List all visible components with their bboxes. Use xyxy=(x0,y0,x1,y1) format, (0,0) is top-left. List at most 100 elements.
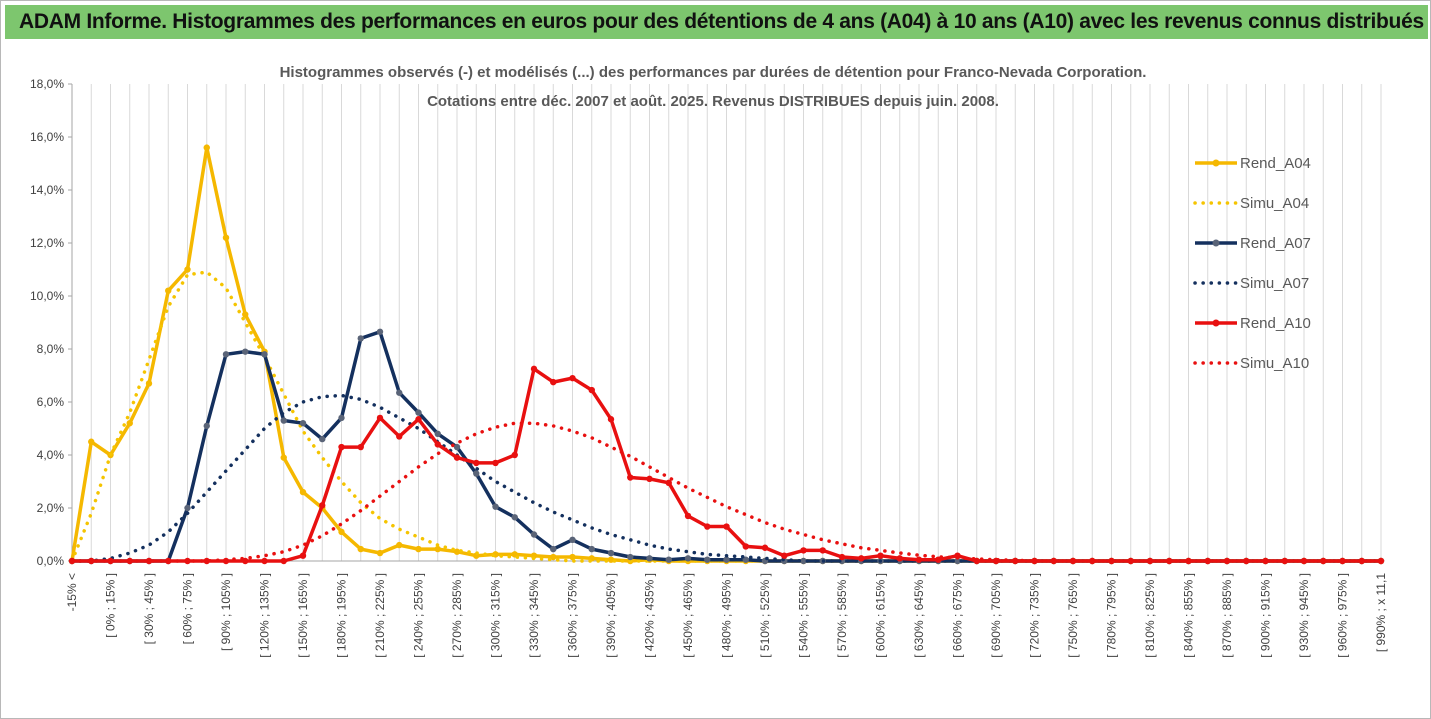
x-tick-label: [ 540% ; 555% ] xyxy=(797,573,811,658)
rend-a10-point xyxy=(915,556,923,563)
x-axis-ticks: -15% < [ 0% ; 15% ] [ 30% ; 45% ] [ 60% ; 7… xyxy=(65,573,1388,658)
y-tick-label: 18,0% xyxy=(30,77,64,91)
rend-a07-point xyxy=(550,545,557,553)
x-tick-label: -15% < xyxy=(65,573,79,611)
rend-a07-point xyxy=(396,389,403,396)
x-tick-label: [ 570% ; 585% ] xyxy=(835,573,849,658)
x-tick-label: [ 420% ; 435% ] xyxy=(643,573,657,658)
x-tick-label: [ 870% ; 885% ] xyxy=(1220,573,1234,658)
legend-label-simu-a04: Simu_A04 xyxy=(1240,195,1309,212)
rend-a07-point xyxy=(646,555,653,562)
rend-a07-point xyxy=(222,351,230,358)
y-tick-label: 8,0% xyxy=(37,342,65,356)
rend-a07-point xyxy=(338,414,345,422)
rend-a10-point xyxy=(761,544,769,551)
rend-a10-point xyxy=(742,543,749,550)
x-tick-label: [ 390% ; 405% ] xyxy=(604,573,618,658)
rend-a10-point xyxy=(357,443,364,451)
rend-a10-point xyxy=(530,365,538,373)
rend-a04-point xyxy=(242,311,249,318)
rend-a10-point xyxy=(665,479,672,487)
x-tick-label: [ 840% ; 855% ] xyxy=(1182,573,1196,658)
rend-a10-point xyxy=(145,557,153,565)
rend-a10-point xyxy=(511,451,518,459)
legend-label-rend-a07: Rend_A07 xyxy=(1240,235,1311,252)
rend-a07-point xyxy=(607,549,615,557)
rend-a10-point xyxy=(858,555,865,562)
x-tick-label: [ 330% ; 345% ] xyxy=(527,573,541,658)
y-tick-label: 10,0% xyxy=(30,289,64,303)
rend-a07-point xyxy=(627,553,634,561)
rend-a07-point xyxy=(511,514,518,521)
rend-a10-point xyxy=(838,553,846,561)
rend-a07-point xyxy=(453,443,461,451)
x-tick-label: [ 90% ; 105% ] xyxy=(219,573,233,651)
legend-label-rend-a10: Rend_A10 xyxy=(1240,315,1311,332)
x-tick-label: [ 450% ; 465% ] xyxy=(681,573,695,658)
rend-a10-point xyxy=(935,556,942,563)
x-tick-label: [ 630% ; 645% ] xyxy=(912,573,926,658)
rend-a10-point xyxy=(1243,557,1250,565)
rend-a10-point xyxy=(434,441,441,448)
series-group xyxy=(68,144,1385,565)
rend-a07-point xyxy=(742,556,749,563)
x-tick-label: [ 60% ; 75% ] xyxy=(181,573,195,644)
header-bar: ADAM Informe. Histogrammes des performan… xyxy=(5,5,1428,39)
rend-a04-point xyxy=(299,488,307,496)
rend-a07-point xyxy=(704,556,711,563)
rend-a10-point xyxy=(704,523,711,530)
x-tick-label: [ 690% ; 705% ] xyxy=(989,573,1003,658)
rend-a10-point xyxy=(299,552,307,559)
rend-a07-point xyxy=(319,435,326,443)
rend-a07-point xyxy=(723,556,730,563)
rend-a07-point xyxy=(280,417,287,424)
rend-a07-point xyxy=(184,504,191,512)
x-tick-label: [ 180% ; 195% ] xyxy=(335,573,349,658)
rend-a10-point xyxy=(800,547,807,554)
x-tick-label: [ 600% ; 615% ] xyxy=(874,573,888,658)
rend-a04-point xyxy=(126,420,133,427)
rend-a10-point xyxy=(203,557,210,565)
rend-a10-point xyxy=(588,386,595,394)
rend-a10-point xyxy=(896,555,903,562)
rend-a10-point xyxy=(376,414,384,422)
rend-a10-point xyxy=(261,557,268,565)
rend-a04-point xyxy=(280,454,287,461)
legend-label-simu-a07: Simu_A07 xyxy=(1240,275,1309,292)
x-tick-label: [ 0% ; 15% ] xyxy=(104,573,118,638)
rend-a07-point xyxy=(665,556,672,563)
x-tick-label: [ 30% ; 45% ] xyxy=(142,573,156,644)
rend-a10-point xyxy=(88,557,95,565)
rend-a10-point xyxy=(569,374,576,382)
rend-a10-point xyxy=(781,552,788,559)
rend-a10-point xyxy=(627,474,634,481)
rend-a10-point xyxy=(684,512,692,520)
rend-a07-point xyxy=(800,557,807,565)
rend-a04-point xyxy=(338,528,345,536)
rend-a10-point xyxy=(492,459,499,467)
rend-a10-point xyxy=(723,523,730,530)
rend-a04-point xyxy=(376,549,384,557)
rend-a04-point xyxy=(357,545,364,553)
vertical-gridlines xyxy=(71,84,1382,561)
legend-marker-rend-a07 xyxy=(1212,239,1220,247)
legend-marker-rend-a04 xyxy=(1212,159,1220,167)
y-tick-label: 6,0% xyxy=(37,395,65,409)
y-tick-label: 0,0% xyxy=(37,554,65,568)
rend-a10-point xyxy=(396,433,403,440)
x-tick-label: [ 960% ; 975% ] xyxy=(1336,573,1350,658)
rend-a04-point xyxy=(165,287,172,294)
rend-a10-point xyxy=(338,443,345,451)
rend-a10-point xyxy=(1339,557,1346,565)
rend-a10-point xyxy=(473,459,480,467)
rend-a10-point xyxy=(1185,557,1192,565)
rend-a10-point xyxy=(1377,557,1385,565)
rend-a07-point xyxy=(434,430,441,437)
rend-a04-point xyxy=(184,266,191,273)
page-title: ADAM Informe. Histogrammes des performan… xyxy=(19,10,1424,33)
rend-a07-point xyxy=(569,536,576,543)
rend-a04-point xyxy=(222,234,230,241)
x-tick-label: [ 990% ; x 11,1 xyxy=(1374,573,1388,652)
